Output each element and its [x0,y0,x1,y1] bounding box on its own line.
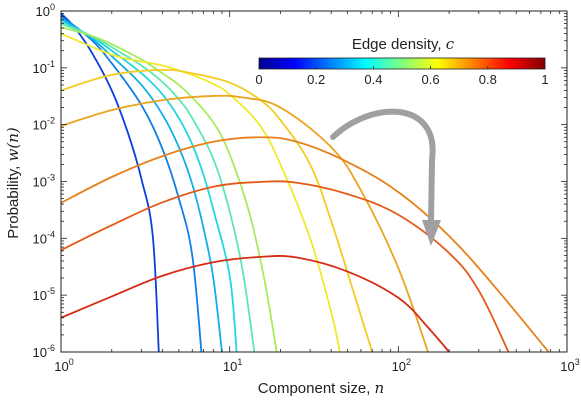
colorbar-title: Edge density, c [352,35,455,53]
series-line-3 [61,17,223,352]
series-line-5 [61,22,256,352]
colorbar-tick-label: 0.6 [422,72,440,87]
y-axis-label-var: w(n) [4,127,22,161]
colorbar-ticks: 0 0.2 0.4 0.6 0.8 1 [255,66,549,87]
x-tick-label: 103 [560,357,579,374]
series-line-1 [61,12,160,352]
colorbar-title-var: c [446,35,455,53]
x-axis-label: Component size, n [258,379,384,397]
colorbar-bar [258,57,546,70]
curved-arrow-shaft [330,108,436,225]
series-line-12 [61,255,450,352]
y-tick-label: 100 [36,2,55,19]
colorbar-tick-label: 1 [541,72,548,87]
x-tick-label: 102 [392,357,411,374]
x-axis-label-var: n [375,379,385,397]
y-tick-label: 10-2 [33,116,55,133]
y-tick-label: 10-4 [33,229,55,246]
y-tick-label: 10-5 [33,286,55,303]
series-line-4 [61,20,238,352]
x-axis-label-text: Component size, [258,380,375,397]
colorbar-tick-label: 0.2 [307,72,325,87]
series-line-10 [61,136,550,352]
colorbar-tick-label: 0 [255,72,262,87]
series-line-9 [61,94,429,352]
y-tick-label: 10-3 [33,173,55,190]
ticks-layer: 100 101 102 103 100 10-1 10-2 10-3 10-4 10-5 10-6 [33,2,580,374]
colorbar: Edge density, c 0 0.2 0.4 0.6 0.8 1 [255,35,548,87]
y-tick-label: 10-1 [33,59,55,76]
colorbar-title-text: Edge density, [352,36,446,53]
series-line-7 [61,32,341,352]
curved-arrow-annotation [330,108,441,246]
y-axis-label-text: Probability, [5,161,22,238]
colorbar-tick-label: 0.4 [364,72,382,87]
series-line-2 [61,15,203,352]
series-layer [61,12,550,352]
y-tick-label: 10-6 [33,343,55,360]
y-axis-label: Probability, w(n) [4,127,22,239]
curved-arrow-head [422,220,441,246]
series-line-6 [61,26,278,352]
x-tick-label: 101 [223,357,242,374]
x-tick-label: 100 [54,357,73,374]
series-line-11 [61,180,510,352]
colorbar-tick-label: 0.8 [479,72,497,87]
